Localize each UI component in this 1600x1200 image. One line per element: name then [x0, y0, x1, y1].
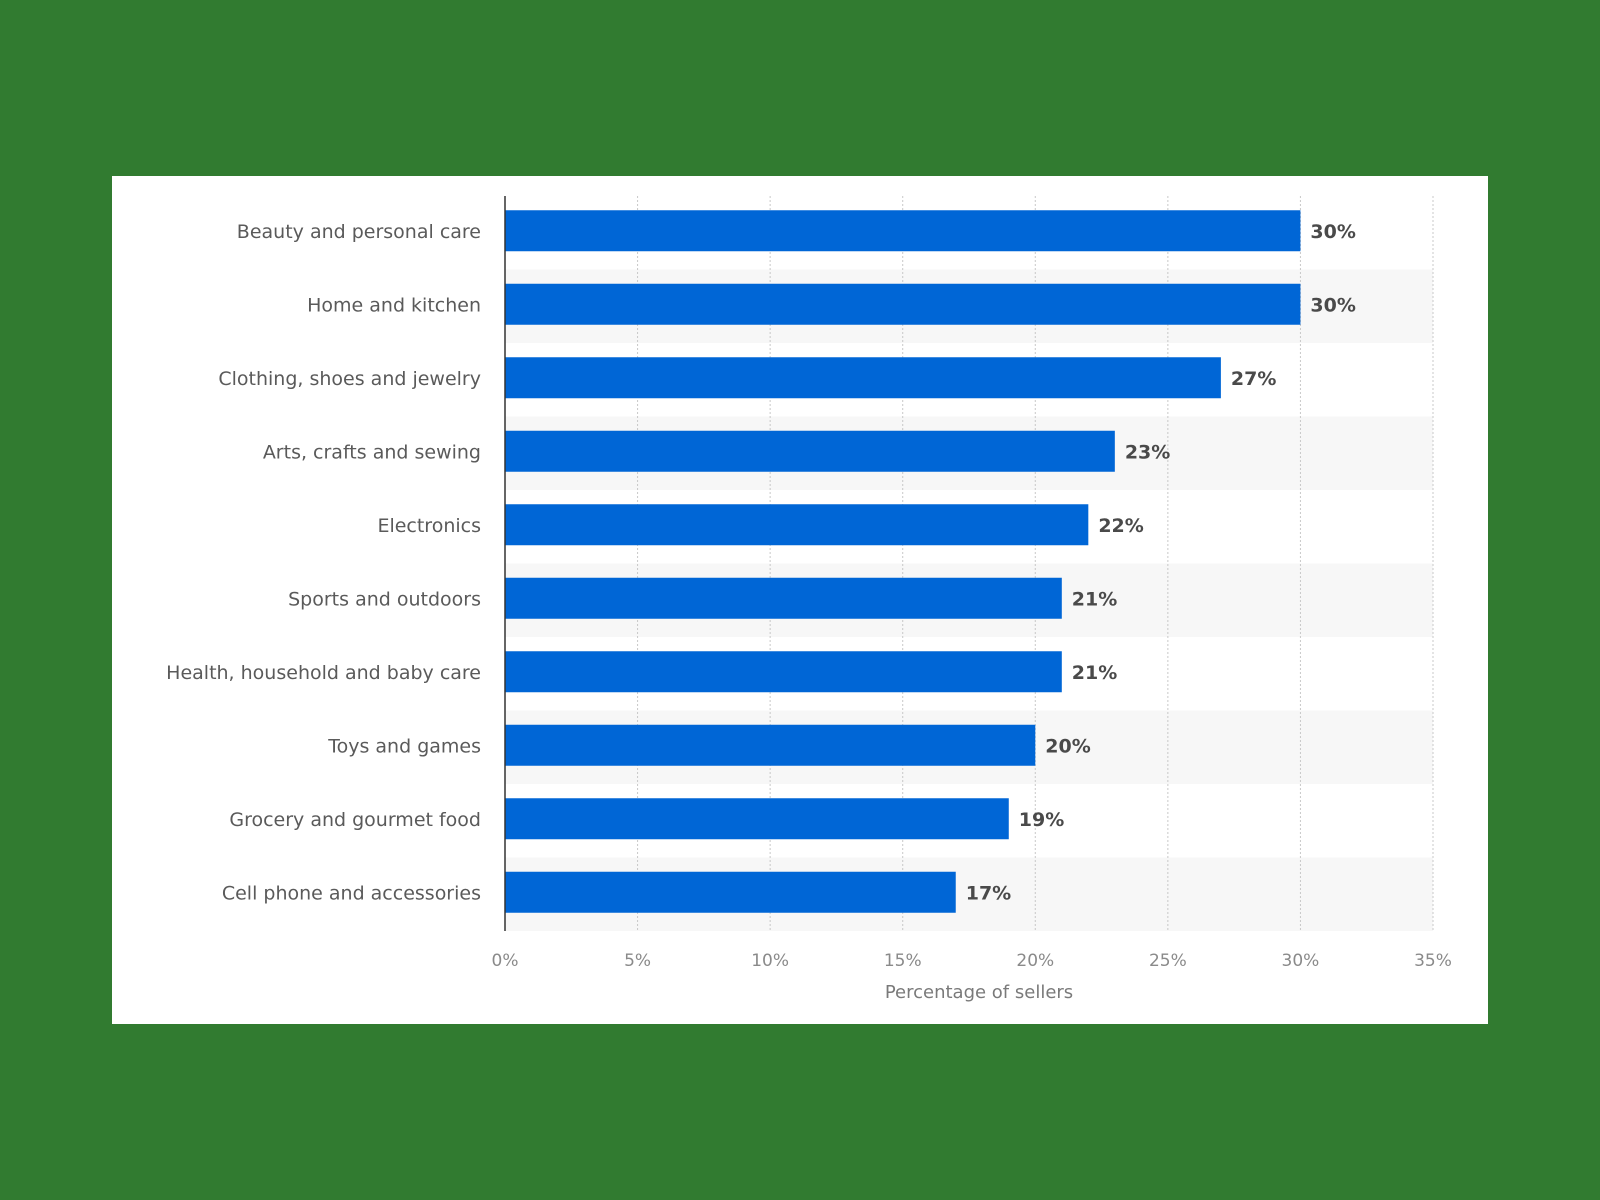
- x-tick-label: 15%: [884, 951, 922, 971]
- bar: [505, 651, 1062, 693]
- x-tick-label: 30%: [1282, 951, 1320, 971]
- value-label: 20%: [1045, 735, 1090, 757]
- x-tick-label: 5%: [624, 951, 651, 971]
- value-label: 23%: [1125, 441, 1170, 463]
- value-label: 17%: [966, 882, 1011, 904]
- bar: [505, 724, 1036, 766]
- value-label: 27%: [1231, 368, 1276, 390]
- value-label: 22%: [1098, 515, 1143, 537]
- x-tick-label: 20%: [1016, 951, 1054, 971]
- value-label: 21%: [1072, 662, 1117, 684]
- value-label: 30%: [1310, 221, 1355, 243]
- category-label: Sports and outdoors: [288, 588, 481, 610]
- category-label: Toys and games: [327, 735, 481, 757]
- x-tick-label: 0%: [492, 951, 519, 971]
- bar: [505, 357, 1221, 399]
- bar: [505, 504, 1089, 546]
- category-label: Beauty and personal care: [237, 221, 481, 243]
- value-label: 19%: [1019, 809, 1064, 831]
- bar: [505, 430, 1115, 472]
- bar: [505, 577, 1062, 619]
- category-label: Arts, crafts and sewing: [263, 441, 481, 463]
- value-label: 30%: [1310, 294, 1355, 316]
- category-label: Grocery and gourmet food: [229, 809, 481, 831]
- x-axis-label: Percentage of sellers: [885, 982, 1073, 1003]
- x-tick-label: 25%: [1149, 951, 1187, 971]
- category-label: Cell phone and accessories: [222, 882, 481, 904]
- bar-chart: Beauty and personal care Home and kitchen…: [166, 196, 1452, 1003]
- category-label: Electronics: [377, 515, 481, 537]
- value-label: 21%: [1072, 588, 1117, 610]
- x-tick-label: 35%: [1414, 951, 1452, 971]
- bar: [505, 871, 956, 913]
- bar: [505, 283, 1301, 325]
- x-tick-label: 10%: [751, 951, 789, 971]
- category-label: Health, household and baby care: [166, 662, 481, 684]
- bar: [505, 210, 1301, 252]
- category-label: Clothing, shoes and jewelry: [218, 368, 481, 390]
- chart-panel: Beauty and personal care Home and kitchen…: [112, 176, 1488, 1024]
- bar: [505, 798, 1009, 840]
- category-label: Home and kitchen: [307, 294, 481, 316]
